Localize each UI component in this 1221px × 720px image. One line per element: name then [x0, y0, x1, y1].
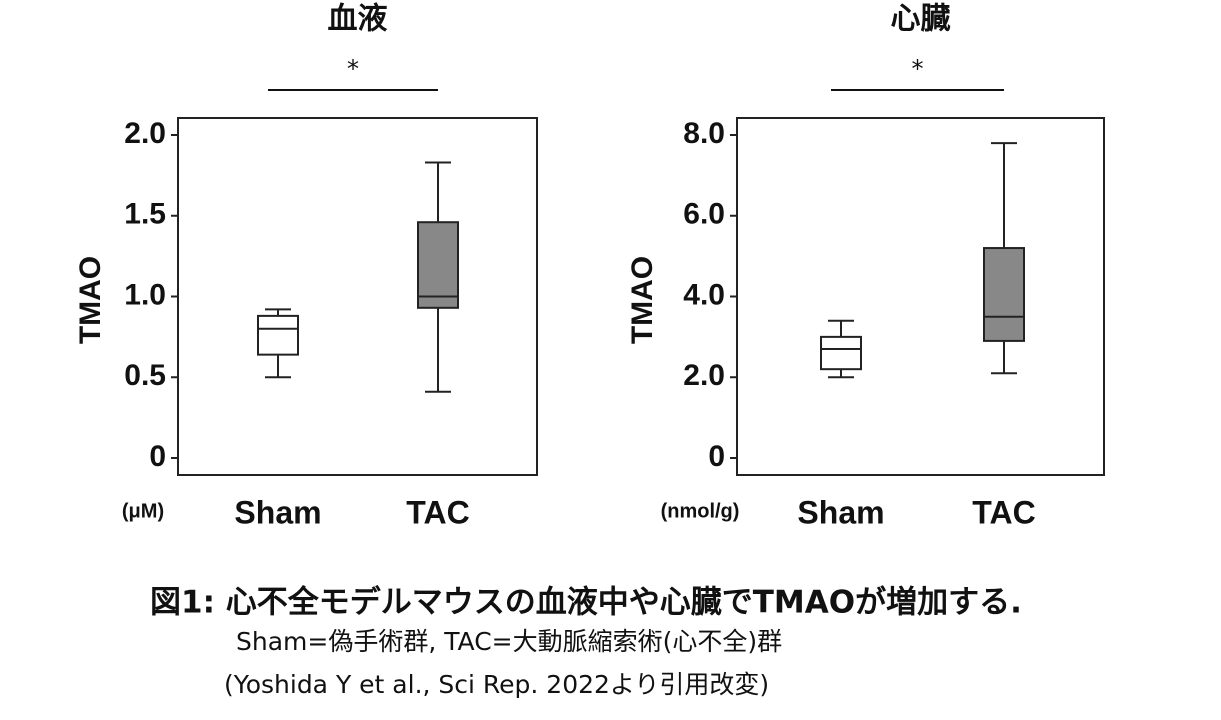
y-tick-label: 4.0 [683, 278, 725, 311]
y-tick-label: 0 [149, 440, 166, 473]
caption-title: 図1: 心不全モデルマウスの血液中や心臓でTMAOが増加する. [150, 585, 1022, 621]
y-tick-label: 2.0 [124, 117, 166, 150]
plot-frame [177, 117, 538, 476]
y-tick-label: 8.0 [683, 117, 725, 150]
box [257, 314, 299, 356]
unit-label: (nmol/g) [661, 500, 740, 522]
unit-label: (μM) [122, 500, 164, 522]
box [983, 247, 1025, 342]
y-axis-label: TMAO [626, 256, 659, 344]
x-tick-label: Sham [234, 494, 321, 530]
caption-line: (Yoshida Y et al., Sci Rep. 2022より引用改変) [224, 670, 769, 699]
plot-frame [736, 117, 1105, 476]
y-tick-label: 1.0 [124, 278, 166, 311]
box [417, 221, 459, 309]
y-axis-label: TMAO [74, 256, 107, 344]
y-tick-label: 0.5 [124, 359, 166, 392]
x-tick-label: TAC [406, 494, 469, 530]
y-tick-label: 2.0 [683, 359, 725, 392]
y-tick-label: 6.0 [683, 198, 725, 231]
caption-line: Sham=偽手術群, TAC=大動脈縮索術(心不全)群 [236, 627, 782, 656]
chart-title: 心臓 [891, 2, 951, 37]
y-tick-label: 1.5 [124, 198, 166, 231]
significance-mark: * [347, 55, 359, 83]
chart-title: 血液 [328, 2, 388, 37]
significance-mark: * [912, 55, 924, 83]
box [820, 335, 862, 371]
y-tick-label: 0 [708, 440, 725, 473]
x-tick-label: Sham [797, 494, 884, 530]
x-tick-label: TAC [972, 494, 1035, 530]
